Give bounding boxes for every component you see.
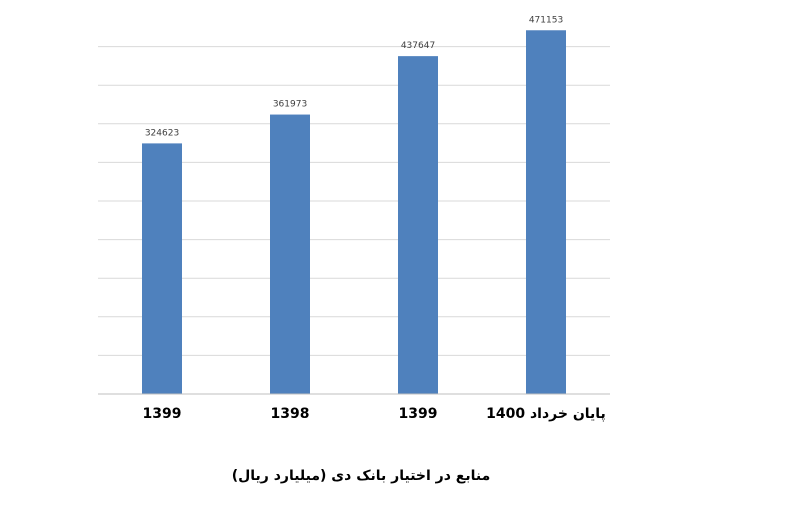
bar <box>526 30 566 394</box>
data-label: 361973 <box>273 100 307 110</box>
bar <box>142 143 182 394</box>
category-label: 1399 <box>143 406 182 422</box>
data-label: 324623 <box>145 128 179 138</box>
data-labels: 324623 361973 437647 471153 <box>145 15 563 138</box>
gridlines <box>98 46 610 356</box>
category-label: 1399 <box>399 406 438 422</box>
data-label: 437647 <box>401 41 435 51</box>
category-labels: 1399 1398 1399 پایان خرداد 1400 <box>143 406 606 422</box>
category-label: پایان خرداد 1400 <box>486 406 606 422</box>
data-label: 471153 <box>529 15 563 25</box>
category-label: 1398 <box>271 406 310 422</box>
bar <box>270 114 310 394</box>
bars <box>142 30 566 395</box>
chart-title: منابع در اختیار بانک دی (میلیارد ریال) <box>232 468 491 484</box>
bar <box>398 56 438 395</box>
